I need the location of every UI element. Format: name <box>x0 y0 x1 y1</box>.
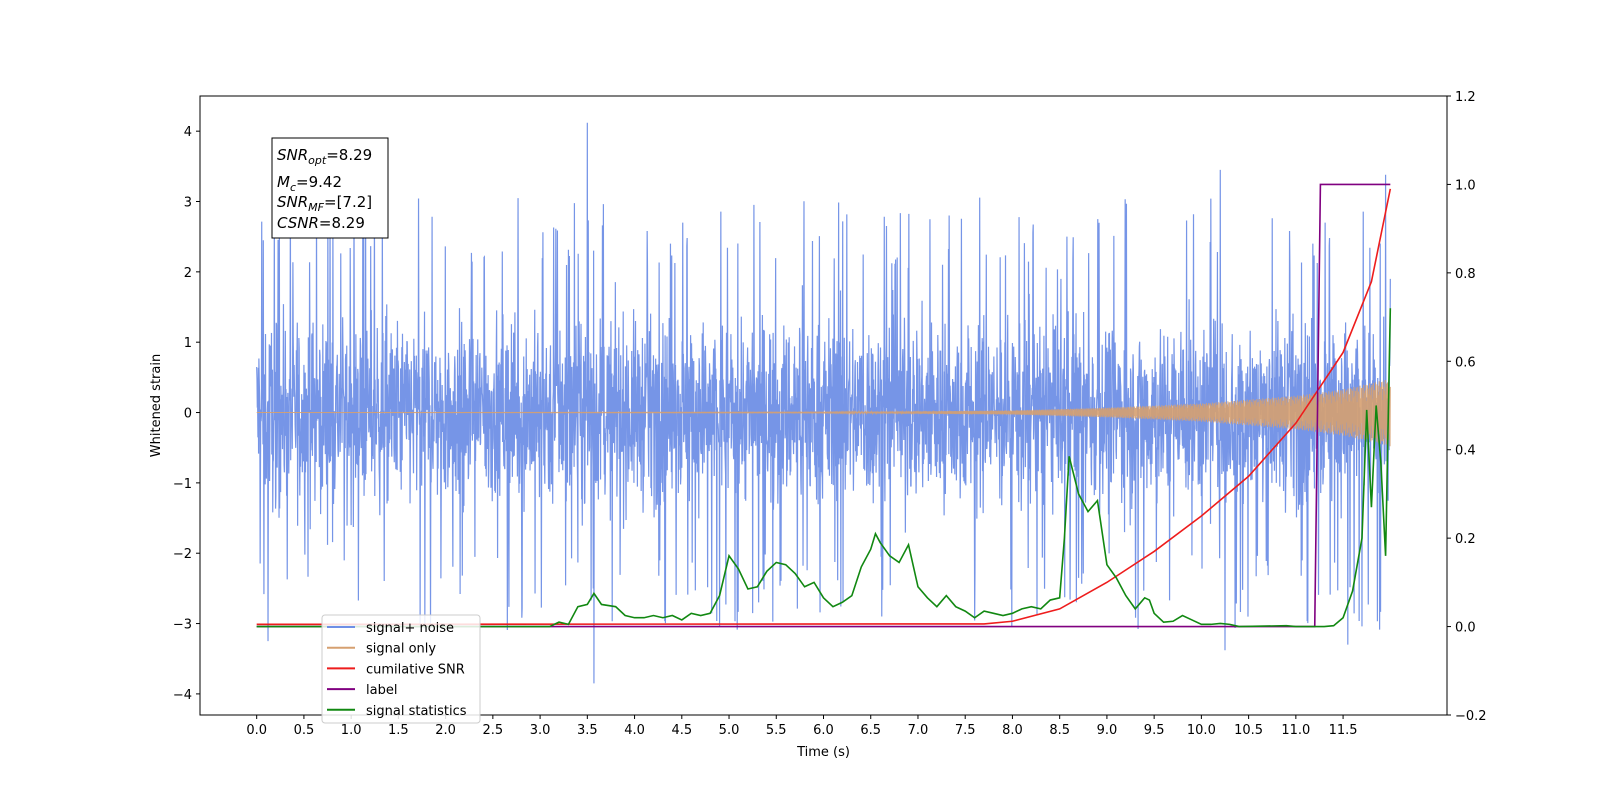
y2-tick-label: 1.2 <box>1455 90 1476 105</box>
y2-axis-ticks: −0.2 0.0 0.2 0.4 0.6 0.8 1.0 1.2 <box>1447 90 1487 724</box>
x-tick-label: 2.5 <box>483 723 504 738</box>
x-tick-label: 10.5 <box>1234 723 1263 738</box>
y-tick-label: −2 <box>173 547 192 562</box>
legend-frame <box>321 614 481 724</box>
legend-label-label: label <box>366 683 397 698</box>
annotation-frame <box>271 137 389 239</box>
x-tick-label: 8.5 <box>1049 723 1070 738</box>
series-signal-statistics <box>256 308 1392 628</box>
x-tick-label: 9.0 <box>1097 723 1118 738</box>
x-tick-label: 9.5 <box>1144 723 1165 738</box>
series-label <box>256 183 1391 628</box>
y2-tick-label: 0.6 <box>1455 355 1476 370</box>
x-tick-label: 11.0 <box>1281 723 1310 738</box>
y2-tick-label: 0.4 <box>1455 444 1476 459</box>
y-tick-label: 4 <box>184 125 192 140</box>
x-tick-label: 11.5 <box>1329 723 1358 738</box>
x-tick-label: 1.5 <box>388 723 409 738</box>
y-tick-label: −4 <box>173 688 192 703</box>
y2-tick-label: 0.8 <box>1455 267 1476 282</box>
plot-area <box>256 122 1392 684</box>
legend: signal+ noise signal only cumilative SNR la… <box>321 614 481 724</box>
y-tick-label: −3 <box>173 618 192 633</box>
y2-tick-label: −0.2 <box>1455 709 1487 724</box>
x-tick-label: 5.5 <box>766 723 787 738</box>
x-axis-label: Time (s) <box>796 745 850 760</box>
y-tick-label: 0 <box>184 407 192 422</box>
y2-tick-label: 1.0 <box>1455 178 1476 193</box>
x-tick-label: 8.0 <box>1002 723 1023 738</box>
x-tick-label: 2.0 <box>435 723 456 738</box>
y-tick-label: 1 <box>184 336 192 351</box>
x-tick-label: 3.5 <box>577 723 598 738</box>
x-tick-label: 0.5 <box>294 723 315 738</box>
x-tick-label: 7.0 <box>908 723 929 738</box>
x-tick-label: 0.0 <box>246 723 267 738</box>
legend-signal-only-label: signal only <box>366 642 436 657</box>
x-tick-label: 4.0 <box>624 723 645 738</box>
x-tick-label: 3.0 <box>530 723 551 738</box>
x-tick-label: 5.0 <box>719 723 740 738</box>
annotation-chirp-mass: Mc=9.42 <box>277 173 342 194</box>
annotation-csnr: CSNR=8.29 <box>277 214 365 232</box>
x-tick-label: 6.5 <box>860 723 881 738</box>
series-signal-only <box>256 379 1391 447</box>
annotation-box: SNRopt=8.29 Mc=9.42 SNRMF=[7.2] CSNR=8.2… <box>271 137 389 239</box>
y2-tick-label: 0.2 <box>1455 532 1476 547</box>
y-axis-ticks: −4 −3 −2 −1 0 1 2 3 4 <box>173 125 200 703</box>
x-tick-label: 10.0 <box>1187 723 1216 738</box>
x-tick-label: 1.0 <box>341 723 362 738</box>
y2-tick-label: 0.0 <box>1455 621 1476 636</box>
y-axis-label: Whitened strain <box>149 354 164 457</box>
x-axis-ticks: 0.0 0.5 1.0 1.5 2.0 2.5 3.0 3.5 4.0 4.5 5.0 5.5 6.0 6… <box>246 715 1358 738</box>
legend-cumilative-snr-label: cumilative SNR <box>366 662 465 677</box>
y-tick-label: −1 <box>173 477 192 492</box>
annotation-snr-opt: SNRopt=8.29 <box>277 146 372 167</box>
legend-signal-statistics-label: signal statistics <box>366 704 467 719</box>
x-tick-label: 6.0 <box>813 723 834 738</box>
x-tick-label: 4.5 <box>671 723 692 738</box>
series-cumilative-snr <box>256 188 1392 626</box>
series-signal-plus-noise <box>256 122 1391 684</box>
y-tick-label: 3 <box>184 196 192 211</box>
y-tick-label: 2 <box>184 266 192 281</box>
legend-signal-noise-label: signal+ noise <box>366 621 454 636</box>
x-tick-label: 7.5 <box>955 723 976 738</box>
annotation-snr-mf: SNRMF=[7.2] <box>277 193 372 214</box>
